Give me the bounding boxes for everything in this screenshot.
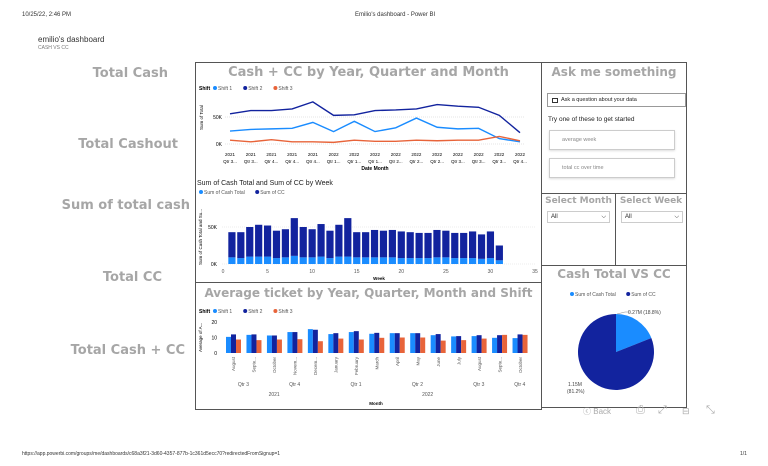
slicer-week[interactable]: Select Week All ⌵ <box>615 193 687 266</box>
tile-line-and-week-charts[interactable]: Cash + CC by Year, Quarter and Month <box>195 62 542 283</box>
ask-question-button[interactable]: Ask a question about your data <box>547 93 686 107</box>
dashboard-subtitle: CASH VS CC <box>38 45 69 51</box>
suggestion-average-week[interactable]: average week <box>549 130 675 150</box>
back-button[interactable]: ⓒ Back <box>583 406 611 417</box>
print-page: 1/1 <box>740 451 747 457</box>
print-title: Emilio's dashboard - Power BI <box>355 12 436 18</box>
print-url: https://app.powerbi.com/groups/me/dashbo… <box>22 451 281 457</box>
month-dropdown-value: All <box>551 214 558 220</box>
week-dropdown-value: All <box>625 214 632 220</box>
week-dropdown[interactable]: All ⌵ <box>621 211 683 223</box>
pie-title: Cash Total VS CC <box>557 267 671 281</box>
kpi-total-cash-cc[interactable]: Total Cash + CC <box>70 343 185 358</box>
dashboard-title: emilio's dashboard <box>38 35 105 44</box>
qa-tile[interactable]: Ask me something Ask a question about yo… <box>541 62 687 194</box>
slicer-month-title: Select Month <box>545 196 612 206</box>
fit-width-icon[interactable]: ⊟ <box>682 406 690 416</box>
back-label: Back <box>593 407 612 416</box>
month-dropdown[interactable]: All ⌵ <box>547 211 610 223</box>
qa-hint: Try one of these to get started <box>548 116 635 123</box>
print-icon[interactable]: ⎙ <box>636 404 645 416</box>
collapse-icon[interactable]: ⤡ <box>706 404 715 416</box>
slicer-week-title: Select Week <box>619 196 683 206</box>
avg-chart-title: Average ticket by Year, Quarter, Month a… <box>204 286 533 300</box>
week-chart-title: Sum of Cash Total and Sum of CC by Week <box>197 180 333 187</box>
back-icon: ⓒ <box>583 407 591 416</box>
chevron-down-icon: ⌵ <box>674 213 679 220</box>
chat-icon <box>552 97 558 103</box>
tile-average-ticket[interactable]: Average ticket by Year, Quarter, Month a… <box>195 282 542 410</box>
suggestion-total-cc[interactable]: total cc over time <box>549 158 675 178</box>
slicer-month[interactable]: Select Month All ⌵ <box>541 193 616 266</box>
kpi-total-cashout[interactable]: Total Cashout <box>78 137 178 152</box>
ask-question-label: Ask a question about your data <box>561 97 637 103</box>
pie-tile[interactable]: Cash Total VS CC <box>541 265 687 408</box>
chevron-down-icon: ⌵ <box>601 213 606 220</box>
kpi-sum-total-cash[interactable]: Sum of total cash <box>61 198 190 213</box>
qa-title: Ask me something <box>551 65 677 79</box>
line-chart-title: Cash + CC by Year, Quarter and Month <box>228 65 509 80</box>
print-datetime: 10/25/22, 2:46 PM <box>22 12 72 18</box>
expand-icon[interactable]: ⤢ <box>658 404 667 416</box>
kpi-total-cash[interactable]: Total Cash <box>92 66 168 81</box>
kpi-total-cc[interactable]: Total CC <box>102 270 162 285</box>
